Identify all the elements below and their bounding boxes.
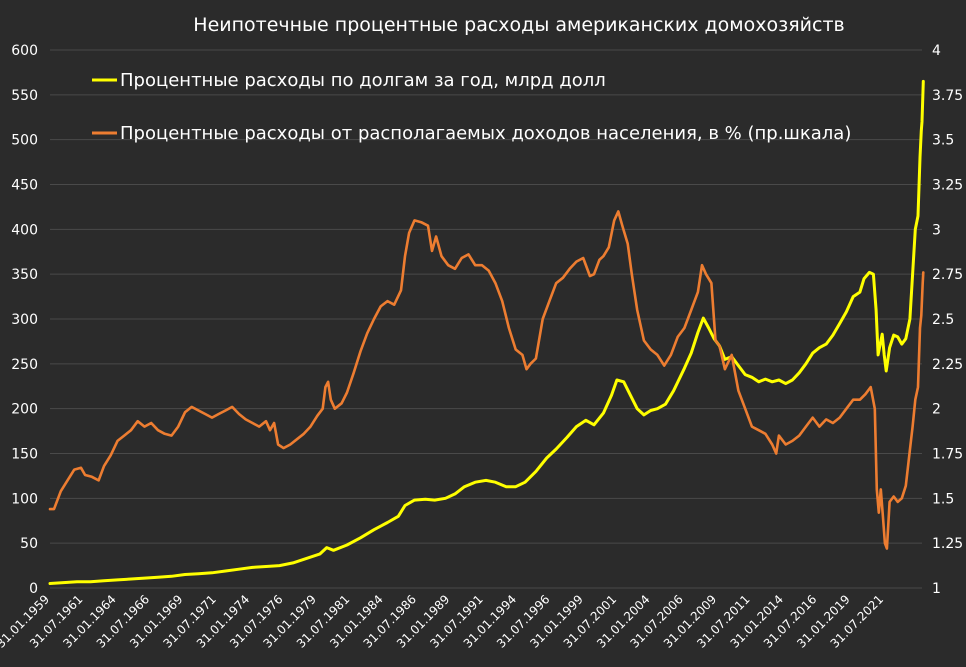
left-tick-label: 0: [29, 581, 38, 597]
left-axis-ticks: 0 50 100 150 200 250 300 350 400 450 500 550 600: [11, 43, 38, 597]
left-tick-label: 450: [11, 178, 38, 194]
left-tick-label: 200: [11, 402, 38, 418]
left-tick-label: 250: [11, 357, 38, 373]
left-tick-label: 600: [11, 43, 38, 59]
gridlines: [50, 49, 922, 589]
left-tick-label: 350: [11, 267, 38, 283]
chart-title: Неипотечные процентные расходы американс…: [193, 14, 844, 36]
right-tick-label: 1.5: [932, 491, 954, 507]
right-tick-label: 1.75: [932, 447, 963, 463]
right-tick-label: 2.75: [932, 267, 963, 283]
series-line-1: [48, 210, 925, 550]
right-tick-label: 3: [932, 222, 941, 238]
legend-label-debt: Процентные расходы по долгам за год, млр…: [120, 70, 606, 91]
legend-label-income-share: Процентные расходы от располагаемых дохо…: [120, 123, 851, 144]
right-tick-label: 3.25: [932, 178, 963, 194]
left-tick-label: 500: [11, 133, 38, 149]
right-tick-label: 4: [932, 43, 941, 59]
left-tick-label: 50: [20, 536, 38, 552]
right-tick-label: 3.5: [932, 133, 954, 149]
right-tick-label: 2.25: [932, 357, 963, 373]
left-tick-label: 550: [11, 88, 38, 104]
left-tick-label: 300: [11, 312, 38, 328]
series-line-0: [48, 79, 925, 585]
legend: Процентные расходы по долгам за год, млр…: [92, 70, 851, 144]
right-tick-label: 1.25: [932, 536, 963, 552]
x-axis-ticks: 31.01.195931.07.196131.01.196431.07.1966…: [0, 592, 886, 650]
right-tick-label: 2.5: [932, 312, 954, 328]
series-lines: [48, 79, 925, 585]
right-axis-ticks: 1 1.25 1.5 1.75 2 2.25 2.5 2.75 3 3.25 3.5 3.75 4: [932, 43, 963, 597]
right-tick-label: 2: [932, 402, 941, 418]
right-tick-label: 3.75: [932, 88, 963, 104]
left-tick-label: 100: [11, 491, 38, 507]
left-tick-label: 400: [11, 222, 38, 238]
right-tick-label: 1: [932, 581, 941, 597]
left-tick-label: 150: [11, 447, 38, 463]
